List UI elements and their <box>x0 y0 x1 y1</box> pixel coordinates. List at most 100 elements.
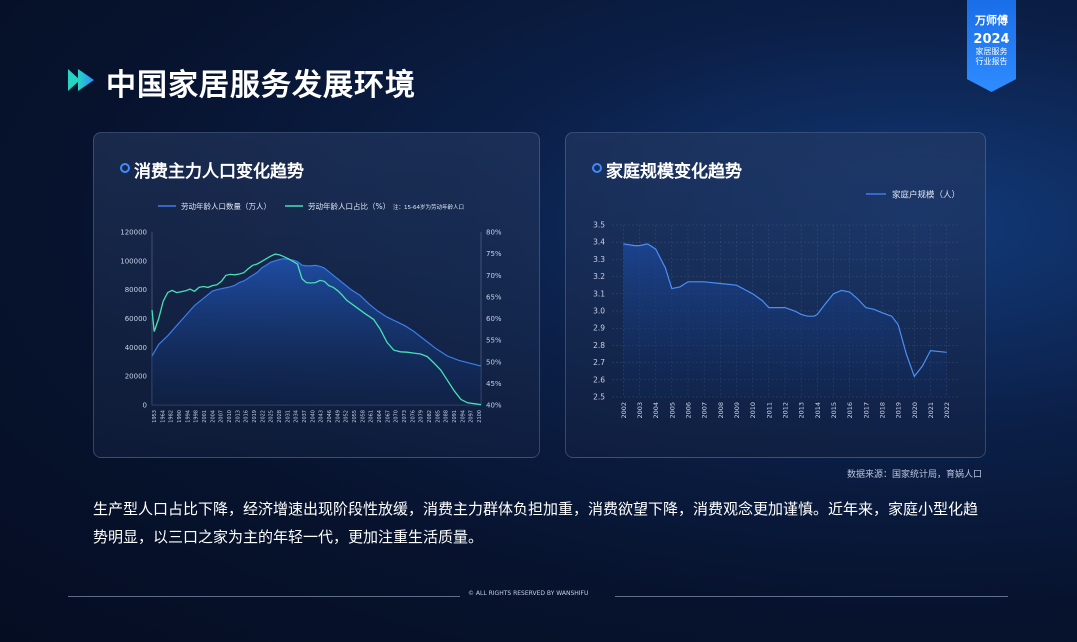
x-tick-label: 2070 <box>394 410 400 423</box>
x-tick-label: 2094 <box>460 410 466 423</box>
x-tick-label: 2040 <box>310 410 316 423</box>
x-tick-label: 2015 <box>830 402 838 419</box>
data-source: 数据来源：国家统计局，育娲人口 <box>847 470 983 480</box>
x-tick-label: 2046 <box>327 410 333 423</box>
x-tick-label: 1953 <box>152 410 158 423</box>
x-tick-label: 2061 <box>369 410 375 423</box>
x-tick-label: 2005 <box>668 402 676 419</box>
x-tick-label: 2091 <box>452 410 458 423</box>
x-tick-label: 2007 <box>701 402 709 419</box>
x-tick-label: 1964 <box>160 410 166 423</box>
x-tick-label: 2010 <box>227 410 233 423</box>
y-tick-label: 3.3 <box>593 255 605 264</box>
y-tick-label: 3.0 <box>593 307 605 316</box>
x-tick-label: 2017 <box>862 402 870 419</box>
x-tick-label: 2018 <box>879 402 887 419</box>
x-tick-label: 2073 <box>402 410 408 423</box>
x-tick-label: 2016 <box>846 402 854 419</box>
x-tick-label: 2079 <box>419 410 425 423</box>
x-tick-label: 2064 <box>377 410 383 423</box>
x-tick-label: 2100 <box>477 410 483 423</box>
x-tick-label: 2097 <box>469 410 475 423</box>
x-tick-label: 2052 <box>344 410 350 423</box>
x-tick-label: 2022 <box>260 410 266 423</box>
footer-divider-right <box>615 596 1008 597</box>
badge-brand: 万师傅 <box>975 14 1008 27</box>
y-tick-label: 0 <box>143 402 147 410</box>
report-badge: 万师傅 2024 家居服务 行业报告 <box>967 0 1016 92</box>
y-tick-label: 3.5 <box>593 221 605 230</box>
x-tick-label: 1990 <box>177 410 183 423</box>
household-chart-title: 家庭规模变化趋势 <box>606 162 742 182</box>
y-tick-label: 2.7 <box>593 358 605 367</box>
y-tick-label: 60000 <box>125 315 147 323</box>
y-tick-label: 2.9 <box>593 324 605 333</box>
y-tick-label: 3.1 <box>593 289 605 298</box>
x-tick-label: 2022 <box>943 402 951 419</box>
y-tick-label: 40000 <box>125 344 147 352</box>
footer-divider-left <box>68 596 460 597</box>
y2-tick-label: 50% <box>486 358 502 366</box>
x-tick-label: 2020 <box>911 402 919 419</box>
x-tick-label: 2001 <box>202 410 208 423</box>
x-tick-label: 2019 <box>895 402 903 419</box>
y2-tick-label: 40% <box>486 402 502 410</box>
x-tick-label: 1982 <box>169 410 175 423</box>
x-tick-label: 2004 <box>210 410 216 423</box>
y-tick-label: 2.8 <box>593 341 605 350</box>
x-tick-label: 2031 <box>285 410 291 423</box>
x-tick-label: 2007 <box>219 410 225 423</box>
y2-tick-label: 80% <box>486 229 502 237</box>
population-area <box>152 258 481 405</box>
badge-year: 2024 <box>973 32 1010 47</box>
x-tick-label: 2002 <box>620 402 628 419</box>
y2-tick-label: 75% <box>486 250 502 258</box>
legend-label-population: 劳动年龄人口数量（万人） <box>181 201 271 211</box>
x-tick-label: 2013 <box>798 402 806 419</box>
y2-tick-label: 60% <box>486 315 502 323</box>
y2-tick-label: 70% <box>486 272 502 280</box>
x-tick-label: 2009 <box>733 402 741 419</box>
ratio-line <box>151 253 482 406</box>
y-tick-label: 2.5 <box>593 393 605 402</box>
x-tick-label: 2008 <box>717 402 725 419</box>
x-tick-label: 2016 <box>244 410 250 423</box>
y-tick-label: 20000 <box>125 373 147 381</box>
title-bullet-icon <box>120 163 130 173</box>
badge-line2: 行业报告 <box>975 57 1008 66</box>
x-tick-label: 2006 <box>684 402 692 419</box>
y-tick-label: 80000 <box>125 286 147 294</box>
y2-tick-label: 45% <box>486 380 502 388</box>
y2-tick-label: 55% <box>486 337 502 345</box>
y2-tick-label: 65% <box>486 293 502 301</box>
x-tick-label: 2012 <box>782 402 790 419</box>
x-tick-label: 2010 <box>749 402 757 419</box>
x-tick-label: 2003 <box>636 402 644 419</box>
x-tick-label: 2028 <box>277 410 283 423</box>
copyright-text: © ALL RIGHTS RESERVED BY WANSHIFU <box>468 590 589 597</box>
x-tick-label: 2043 <box>319 410 325 423</box>
legend-label-household: 家庭户规模（人） <box>892 190 960 201</box>
legend-note: 注：15-64岁为劳动年龄人口 <box>393 203 464 211</box>
household-line <box>623 243 947 378</box>
x-tick-label: 2013 <box>235 410 241 423</box>
y-tick-label: 3.4 <box>593 238 605 247</box>
x-tick-label: 2067 <box>385 410 391 423</box>
x-tick-label: 1998 <box>194 410 200 423</box>
household-chart-panel: 家庭规模变化趋势 <box>565 132 986 458</box>
x-tick-label: 2085 <box>435 410 441 423</box>
x-tick-label: 2011 <box>765 402 773 419</box>
page-title: 中国家居服务发展环境 <box>106 68 416 103</box>
x-tick-label: 2021 <box>927 402 935 419</box>
x-tick-label: 2055 <box>352 410 358 423</box>
x-tick-label: 2058 <box>360 410 366 423</box>
x-tick-label: 2037 <box>302 410 308 423</box>
y-tick-label: 100000 <box>120 257 147 265</box>
y-tick-label: 120000 <box>120 229 147 237</box>
x-tick-label: 1994 <box>185 410 191 423</box>
badge-line1: 家居服务 <box>975 47 1008 56</box>
x-tick-label: 2025 <box>269 410 275 423</box>
y-tick-label: 2.6 <box>593 375 605 384</box>
title-bullet-icon <box>592 163 602 173</box>
